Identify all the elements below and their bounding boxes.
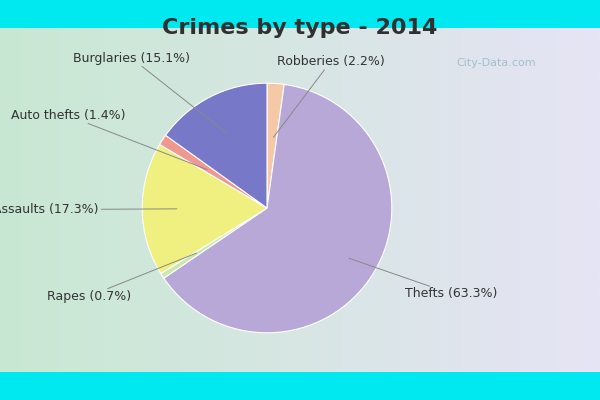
Text: Assaults (17.3%): Assaults (17.3%): [0, 203, 177, 216]
Wedge shape: [161, 208, 267, 278]
Text: Rapes (0.7%): Rapes (0.7%): [47, 253, 196, 303]
Text: Robberies (2.2%): Robberies (2.2%): [274, 54, 385, 137]
Text: City-Data.com: City-Data.com: [456, 58, 536, 68]
Text: Burglaries (15.1%): Burglaries (15.1%): [73, 52, 228, 134]
Text: Auto thefts (1.4%): Auto thefts (1.4%): [11, 110, 207, 170]
Wedge shape: [160, 135, 267, 208]
Text: Thefts (63.3%): Thefts (63.3%): [349, 258, 497, 300]
Text: Crimes by type - 2014: Crimes by type - 2014: [163, 18, 437, 38]
Wedge shape: [267, 83, 284, 208]
Wedge shape: [166, 83, 267, 208]
Wedge shape: [142, 144, 267, 274]
Wedge shape: [164, 84, 392, 333]
